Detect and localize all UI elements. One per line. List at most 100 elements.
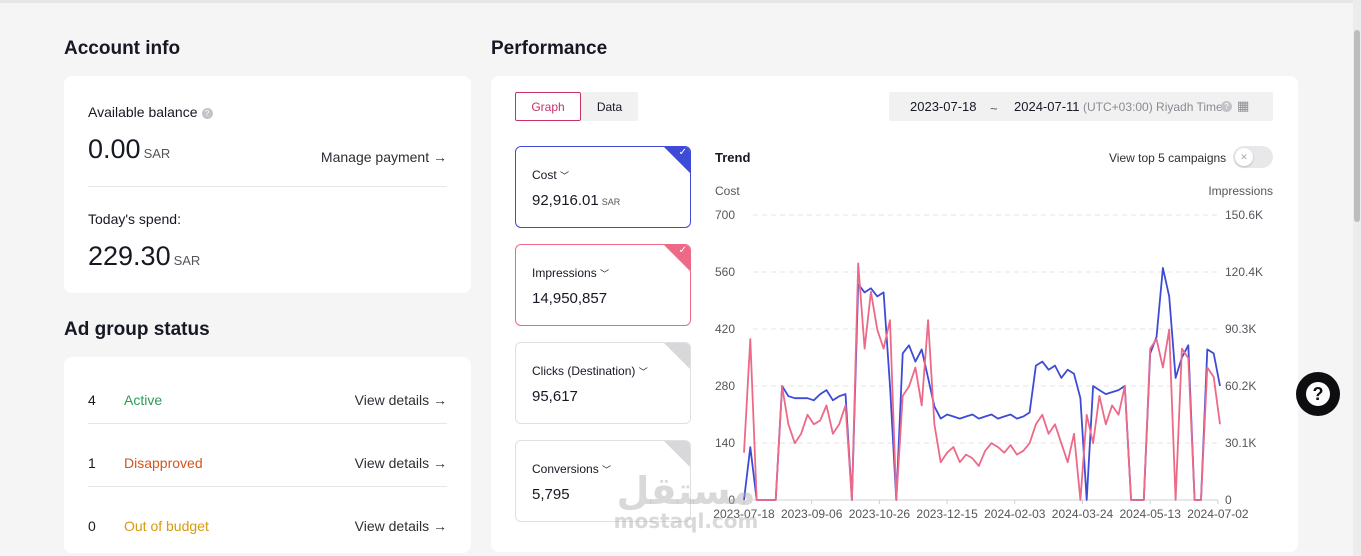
todays-spend-label: Today's spend: (88, 211, 181, 227)
available-balance-row: Available balance? (88, 104, 213, 120)
x-tick-label: 2023-10-26 (849, 507, 911, 521)
y-tick-label-left: 560 (715, 265, 735, 279)
unselected-corner (664, 441, 690, 467)
metric-name-label: Impressions (532, 266, 597, 280)
x-tick-label: 2023-12-15 (916, 507, 978, 521)
y-tick-label-right: 60.2K (1225, 379, 1256, 393)
date-separator: ~ (990, 101, 998, 116)
account-info-title: Account info (64, 38, 181, 59)
x-tick-label: 2023-07-18 (713, 507, 775, 521)
view-details-link-active[interactable]: View details → (355, 392, 447, 408)
date-to[interactable]: 2024-07-11 (1014, 99, 1080, 114)
selected-corner (664, 245, 690, 271)
check-icon: ✓ (678, 147, 687, 158)
chevron-down-icon: ﹀ (638, 367, 648, 377)
manage-payment-label: Manage payment (320, 149, 430, 165)
y-tick-label-left: 420 (715, 322, 735, 336)
series-line-impressions (743, 262, 1221, 501)
balance-row: 0.00 SAR (88, 134, 170, 165)
tab-data[interactable]: Data (581, 92, 638, 121)
x-tick-label: 2024-03-24 (1052, 507, 1114, 521)
y-tick-label-right: 150.6K (1225, 208, 1263, 222)
arrow-right-icon: → (433, 149, 447, 165)
metric-card-conversions[interactable]: Conversions ﹀ 5,795 (515, 440, 691, 522)
divider (88, 486, 447, 487)
view-details-link-disapproved[interactable]: View details → (355, 455, 447, 471)
manage-payment-link[interactable]: Manage payment → (321, 149, 447, 165)
divider (88, 186, 447, 187)
chevron-down-icon: ﹀ (602, 465, 612, 475)
top5-label: View top 5 campaigns (1109, 151, 1227, 165)
scrollbar-thumb[interactable] (1354, 30, 1360, 222)
y-axis-title-right: Impressions (1208, 184, 1273, 198)
y-tick-label-left: 0 (728, 493, 735, 507)
x-tick-label: 2024-02-03 (984, 507, 1046, 521)
y-tick-label-right: 90.3K (1225, 322, 1256, 336)
tab-graph[interactable]: Graph (515, 92, 581, 121)
help-button[interactable]: ? (1296, 372, 1340, 416)
metric-card-clicks[interactable]: Clicks (Destination) ﹀ 95,617 (515, 342, 691, 424)
metric-name-label: Conversions (532, 462, 599, 476)
x-tick-label: 2023-09-06 (781, 507, 843, 521)
todays-spend-value: 229.30 (88, 241, 171, 271)
divider (88, 423, 447, 424)
chevron-down-icon: ﹀ (560, 171, 570, 181)
trend-chart: Cost Impressions 700 150.6K 560 120.4K 420 90.3… (713, 184, 1273, 521)
todays-spend-currency: SAR (173, 253, 201, 268)
selected-corner (664, 147, 690, 173)
metric-card-cost[interactable]: ✓ Cost ﹀ 92,916.01 SAR (515, 146, 691, 228)
trend-title: Trend (715, 150, 751, 165)
status-label-disapproved: Disapproved (124, 455, 203, 471)
arrow-right-icon: → (433, 518, 447, 534)
check-icon: ✓ (678, 245, 687, 256)
date-from[interactable]: 2023-07-18 (910, 99, 977, 114)
date-range-picker[interactable]: 2023-07-18 ~ 2024-07-11 (UTC+03:00) Riya… (889, 92, 1273, 121)
balance-currency: SAR (143, 146, 171, 161)
metric-unit: SAR (601, 197, 621, 207)
question-mark-icon: ? (1306, 382, 1330, 406)
view-details-link-out-of-budget[interactable]: View details → (355, 518, 447, 534)
page-scrollbar[interactable] (1353, 0, 1361, 556)
metric-name[interactable]: Impressions ﹀ (532, 266, 609, 280)
status-label-out-of-budget: Out of budget (124, 518, 209, 534)
ad-group-status-card: 4 Active View details → 1 Disapproved Vi… (64, 357, 471, 553)
status-row-out-of-budget: 0 Out of budget View details → (64, 491, 471, 554)
metric-name[interactable]: Cost ﹀ (532, 168, 569, 182)
y-tick-label-right: 120.4K (1225, 265, 1263, 279)
view-details-label: View details (354, 518, 430, 534)
status-count: 4 (88, 392, 96, 408)
chevron-down-icon: ﹀ (600, 269, 610, 279)
todays-spend-row: 229.30 SAR (88, 241, 200, 272)
y-tick-label-left: 140 (715, 436, 735, 450)
timezone-label: (UTC+03:00) Riyadh Time (1083, 100, 1223, 114)
metric-card-impressions[interactable]: ✓ Impressions ﹀ 14,950,857 (515, 244, 691, 326)
status-row-disapproved: 1 Disapproved View details → (64, 428, 471, 491)
top5-toggle[interactable]: ✕ (1233, 146, 1273, 168)
metric-value-number: 92,916.01 (532, 192, 599, 209)
metric-value: 14,950,857 (532, 290, 608, 307)
calendar-icon[interactable]: ▦ (1237, 98, 1250, 113)
y-tick-label-left: 700 (715, 208, 735, 222)
status-count: 1 (88, 455, 96, 471)
status-label-active: Active (124, 392, 163, 408)
y-axis-title-left: Cost (715, 184, 740, 198)
ad-group-status-title: Ad group status (64, 319, 210, 340)
y-tick-label-left: 280 (715, 379, 735, 393)
metric-name-label: Cost (532, 168, 557, 182)
metric-name[interactable]: Conversions ﹀ (532, 462, 611, 476)
unselected-corner (664, 343, 690, 369)
available-balance-label: Available balance (88, 104, 198, 120)
close-icon: ✕ (1235, 148, 1253, 166)
top-bar (0, 0, 1361, 3)
y-tick-label-right: 30.1K (1225, 436, 1256, 450)
x-tick-label: 2024-07-02 (1187, 507, 1249, 521)
info-icon[interactable]: ? (201, 107, 213, 119)
arrow-right-icon: → (433, 455, 447, 471)
performance-title: Performance (491, 38, 608, 59)
balance-value: 0.00 (88, 134, 141, 164)
status-count: 0 (88, 518, 96, 534)
metric-name[interactable]: Clicks (Destination) ﹀ (532, 364, 648, 378)
info-icon[interactable]: ? (1221, 101, 1232, 112)
x-tick-label: 2024-05-13 (1120, 507, 1182, 521)
view-details-label: View details (354, 392, 430, 408)
